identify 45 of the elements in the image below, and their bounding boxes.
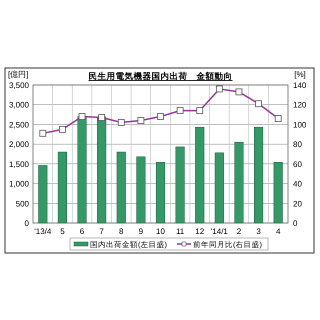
bar	[58, 152, 67, 224]
bar	[156, 162, 166, 224]
bar	[136, 156, 146, 224]
bar	[116, 152, 126, 224]
x-tick-label: 7	[99, 227, 104, 236]
x-tick-label: 5	[60, 227, 66, 236]
x-tick-label: 2	[236, 227, 242, 236]
y2-tick-label: 60	[293, 160, 302, 169]
bar	[195, 126, 204, 224]
x-tick-label: 8	[119, 227, 124, 236]
bar	[234, 142, 244, 224]
x-tick-label: 12	[195, 227, 205, 236]
x-tick-label: 6	[80, 227, 85, 236]
x-tick-label: 10	[156, 227, 166, 236]
y2-axis-title: [%]	[294, 70, 306, 79]
chart-title: 民生用電気機器国内出荷 金額動向	[88, 71, 232, 81]
y2-tick-label: 0	[293, 219, 298, 228]
x-tick-label: '13/4	[34, 227, 52, 236]
y2-tick-label: 120	[293, 100, 307, 110]
x-tick-label: '14/1	[210, 227, 228, 236]
y2-tick-label: 80	[293, 140, 302, 150]
bar	[254, 126, 264, 224]
y-tick-label: 2,500	[8, 120, 30, 130]
y2-tick-label: 20	[293, 199, 302, 208]
y-tick-label: 3,000	[8, 100, 30, 110]
bar	[38, 165, 48, 224]
bar	[274, 162, 283, 224]
x-tick-label: 3	[256, 227, 262, 236]
y-axis-title: [億円]	[8, 70, 28, 79]
y2-tick-label: 100	[293, 120, 307, 130]
x-tick-label: 4	[276, 227, 281, 236]
y-tick-label: 1,500	[8, 160, 30, 169]
x-tick-label: 9	[138, 227, 144, 236]
y-tick-label: 0	[24, 219, 30, 228]
y-tick-label: 2,000	[8, 140, 30, 150]
y2-tick-label: 140	[293, 81, 307, 90]
y-tick-label: 1,000	[8, 180, 30, 189]
y2-tick-label: 40	[293, 180, 302, 189]
bar	[97, 116, 106, 224]
y-tick-label: 500	[16, 199, 30, 208]
bar	[77, 116, 87, 224]
y-tick-label: 3,500	[8, 81, 30, 90]
bar	[176, 146, 185, 224]
x-tick-label: 11	[176, 227, 185, 236]
bar	[214, 152, 224, 224]
